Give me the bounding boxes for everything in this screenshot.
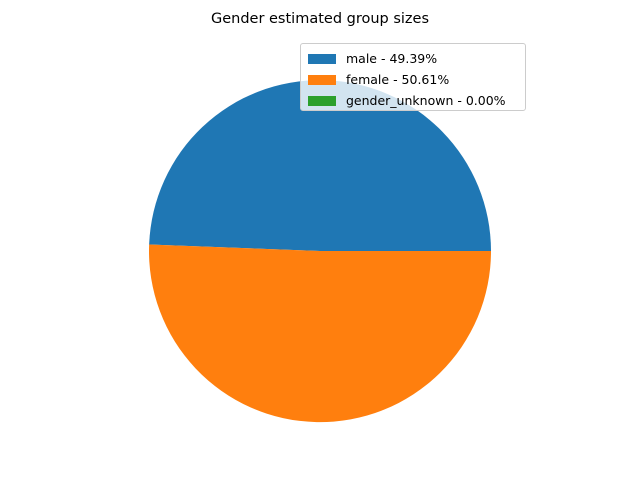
legend-label-male: male - 49.39% <box>346 51 438 66</box>
legend-item-gender-unknown: gender_unknown - 0.00% <box>308 90 525 111</box>
legend-label-gender-unknown: gender_unknown - 0.00% <box>346 93 506 108</box>
pie-slice-male <box>149 80 491 251</box>
pie-slice-female <box>149 244 492 423</box>
legend-swatch-male <box>308 53 336 64</box>
legend-item-male: male - 49.39% <box>308 48 525 69</box>
legend-swatch-female <box>308 74 336 85</box>
pie-slices <box>149 80 492 423</box>
legend: male - 49.39% female - 50.61% gender_unk… <box>300 43 526 111</box>
legend-item-female: female - 50.61% <box>308 69 525 90</box>
legend-label-female: female - 50.61% <box>346 72 450 87</box>
chart-title: Gender estimated group sizes <box>210 11 430 27</box>
legend-swatch-gender-unknown <box>308 95 336 106</box>
